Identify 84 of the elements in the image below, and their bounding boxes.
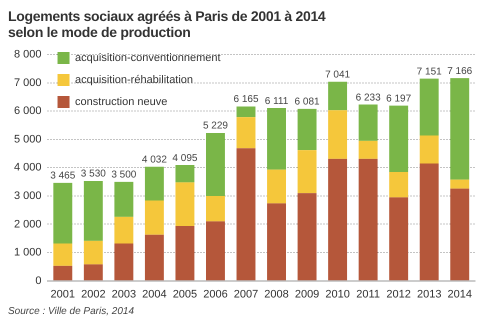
y-tick-label: 4 000 [14,162,42,174]
bar [175,226,194,280]
bar [328,158,348,280]
bar [358,158,378,280]
bar [206,221,225,280]
bar [206,132,225,196]
chart-title: Logements sociaux agréés à Paris de 2001 à 2014 selon le mode de production [8,8,327,40]
bar [420,135,439,164]
total-label: 6 165 [233,94,259,106]
total-label: 6 233 [356,92,382,104]
bar [114,216,134,244]
bar [298,108,317,150]
bar [84,264,103,280]
x-tick-label: 2010 [325,288,350,300]
bar [450,188,470,280]
bar [114,243,134,280]
legend-label: acquisition-réhabilitation [75,74,194,86]
bar [450,78,470,180]
bar [358,140,378,159]
x-tick-label: 2012 [386,288,411,300]
x-tick-label: 2004 [142,288,167,300]
x-tick-label: 2009 [294,288,320,300]
y-tick-label: 7 000 [14,76,42,89]
bar [267,203,286,280]
bar [144,166,164,200]
bar [298,150,317,194]
bar [389,197,408,280]
total-label: 7 166 [447,66,473,77]
y-tick-label: 2 000 [14,218,42,230]
x-tick-label: 2003 [112,288,136,300]
y-tick-label: 6 000 [14,105,42,118]
bar [328,82,348,110]
y-tick-label: 0 [35,274,42,287]
bar [450,180,470,189]
total-label: 4 032 [142,154,168,166]
bar [298,193,317,280]
bar [53,266,72,280]
total-label: 6 197 [386,93,412,104]
x-tick-label: 2001 [50,288,76,300]
bar [236,106,256,118]
bar [420,78,439,136]
bar [84,180,103,241]
total-label: 6 111 [264,96,289,107]
y-tick-label: 5 000 [14,133,42,146]
x-tick-label: 2005 [172,288,198,300]
legend-label: construction neuve [75,96,168,108]
bar [114,182,134,217]
total-label: 7 041 [325,69,351,80]
bar [175,182,194,226]
x-tick-label: 2002 [81,288,106,300]
total-label: 3 530 [80,168,106,180]
bar [236,117,256,148]
source-note: Source : Ville de Paris, 2014 [8,306,136,317]
y-tick-label: 3 000 [14,190,42,202]
x-tick-label: 2011 [356,288,380,300]
bar [144,234,164,280]
bar [53,243,72,266]
total-label: 7 151 [416,66,442,78]
bar [53,182,72,244]
total-label: 5 229 [202,120,228,132]
bar [358,104,378,141]
total-label: 3 500 [111,170,137,181]
bar [144,200,164,235]
bar [84,240,103,264]
bar [389,106,408,172]
total-label: 6 081 [294,96,320,108]
y-tick-label: 8 000 [14,48,42,61]
bar [328,110,348,159]
bar [267,108,286,170]
bar [267,170,286,204]
bar [236,148,256,280]
x-tick-label: 2014 [447,288,472,300]
bar [420,163,439,280]
total-label: 4 095 [172,152,198,164]
bar [175,165,194,182]
bar [206,196,225,222]
bar [389,172,408,198]
y-tick-label: 1 000 [14,246,42,259]
x-tick-label: 2008 [264,288,289,300]
x-tick-label: 2007 [234,288,258,300]
legend-label: acquisition-conventionnement [75,52,221,64]
x-tick-label: 2006 [203,288,228,300]
x-tick-label: 2013 [416,288,442,300]
total-label: 3 465 [50,170,76,182]
